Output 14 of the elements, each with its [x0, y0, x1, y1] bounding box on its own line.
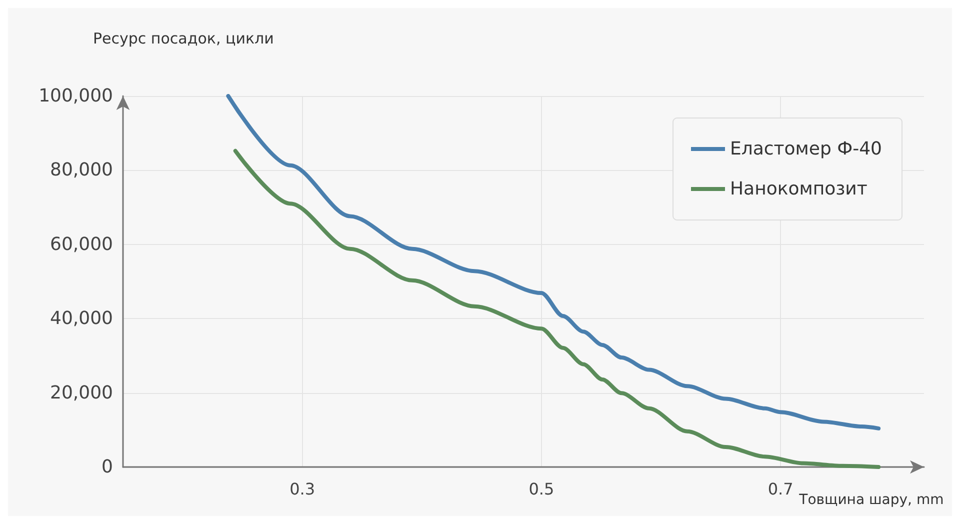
y-tick-label: 80,000 — [50, 160, 113, 181]
y-tick-label: 40,000 — [50, 308, 113, 330]
legend-label: Нанокомпозит — [730, 178, 868, 200]
y-tick-label: 20,000 — [50, 382, 113, 404]
x-tick-label: 0.5 — [528, 480, 554, 498]
line-series — [226, 94, 881, 430]
x-tick-label: 0.7 — [768, 480, 794, 498]
x-axis-title: Товщина шару, mm — [798, 492, 944, 508]
y-tick-label: 60,000 — [50, 234, 113, 255]
y-tick-label: 0 — [102, 456, 113, 478]
x-tick-label: 0.3 — [290, 480, 316, 498]
legend-label: Еластомер Ф-40 — [730, 138, 882, 160]
y-tick-label: 100,000 — [38, 86, 113, 106]
y-axis-title: Ресурс посадок, цикли — [93, 30, 274, 48]
